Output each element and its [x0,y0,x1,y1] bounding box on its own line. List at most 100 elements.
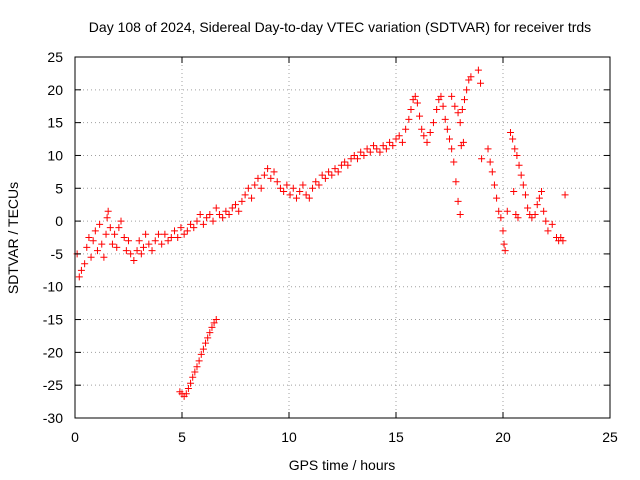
data-point [559,237,567,245]
data-point [180,230,188,238]
data-point [454,197,462,205]
data-point [273,178,281,186]
y-tick-label: -10 [43,279,63,295]
data-point [514,214,522,222]
data-point [130,256,138,264]
data-point [148,247,156,255]
data-point [167,234,175,241]
data-point [203,214,211,222]
data-point [151,237,159,245]
data-point [448,92,456,100]
data-point [363,145,371,153]
y-tick-label: 25 [47,49,63,65]
data-point [437,92,445,100]
data-point [347,155,355,163]
data-point [305,194,313,202]
data-point [439,102,447,110]
data-point [81,260,89,268]
y-tick-label: 5 [55,180,63,196]
data-point [135,237,143,245]
data-point [392,135,400,143]
data-point [197,350,205,358]
data-point [373,145,381,153]
data-point [108,240,116,248]
data-point [174,234,182,241]
data-point [280,188,288,196]
data-point [184,384,192,392]
data-point [98,240,106,248]
data-point [357,148,365,156]
data-point [206,329,214,337]
data-point [161,230,169,238]
data-point [241,191,249,199]
x-tick-label: 5 [178,429,186,445]
data-point [89,237,97,245]
data-point [104,207,112,215]
data-point [276,184,284,192]
data-point [382,145,390,153]
data-point [238,197,246,205]
data-point [511,145,519,153]
data-point [100,253,108,261]
data-point [267,174,275,182]
data-point [196,211,204,219]
data-point [321,174,329,182]
data-point [433,106,441,114]
data-point [524,204,532,212]
data-point [296,188,304,196]
data-point [344,161,352,169]
data-point [360,151,368,159]
series-main-trend [73,92,464,281]
data-point [183,227,191,235]
data-point [486,158,494,166]
data-point [515,161,523,169]
data-point [125,237,132,245]
data-point [299,181,307,189]
data-point [315,181,323,189]
data-point [407,106,415,114]
x-tick-label: 10 [281,429,297,445]
data-point [370,142,378,150]
data-point [517,171,525,179]
data-point [187,379,195,387]
y-tick-label: 10 [47,147,63,163]
plot-frame [74,56,611,419]
data-point [506,128,514,136]
data-point [154,230,162,238]
data-point [164,237,172,245]
data-point [535,194,543,202]
data-point [85,234,93,241]
data-point [87,253,95,261]
data-point [519,181,527,189]
data-point [318,171,326,179]
data-point [103,214,111,222]
data-point [177,224,185,232]
data-point [331,165,339,173]
data-point [429,119,437,127]
data-point [398,138,406,146]
data-point [189,373,197,381]
data-point [353,155,361,163]
data-point [538,188,546,196]
data-point [423,138,431,146]
data-point [540,207,548,215]
data-point [309,184,317,192]
data-point [127,250,135,258]
data-point [91,227,99,235]
data-point [199,345,207,353]
axis-ticks [74,56,611,419]
data-point [199,220,207,228]
data-point [312,178,320,186]
data-point [270,168,278,176]
y-tick-label: -25 [43,377,63,393]
data-point [376,148,384,156]
data-point [337,161,345,169]
data-point [212,204,220,212]
data-point [490,181,498,189]
data-point [386,138,394,146]
data-point [106,224,114,232]
data-point [209,217,217,225]
grid-lines [75,57,610,418]
y-tick-label: -20 [43,344,63,360]
